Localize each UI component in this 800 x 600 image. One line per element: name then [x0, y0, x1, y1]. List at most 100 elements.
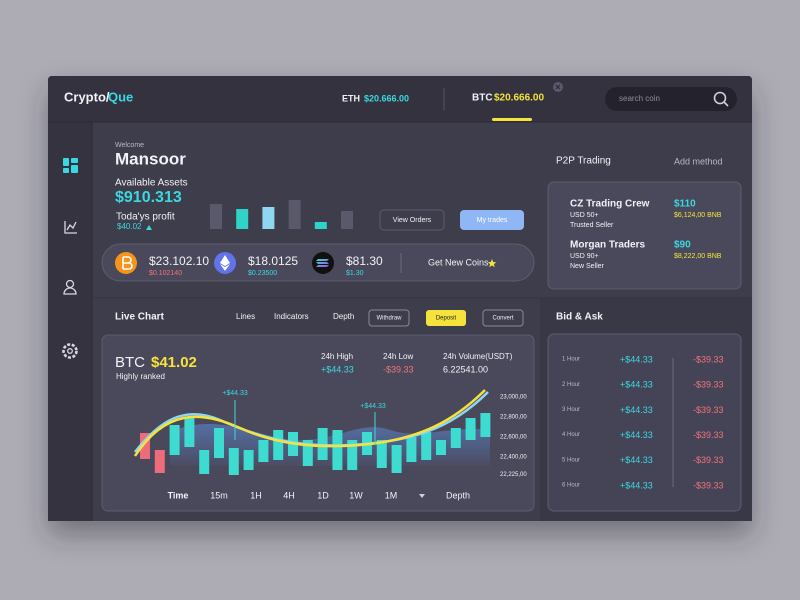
ticker-price: $20.666.00 — [364, 93, 409, 103]
nav-dashboard[interactable] — [63, 158, 78, 173]
button-label[interactable]: My trades — [477, 217, 508, 224]
user-name: Mansoor — [115, 149, 186, 168]
sidebar — [48, 122, 92, 521]
section-title: Live Chart — [115, 312, 165, 323]
bid-value: +$44.33 — [620, 480, 653, 490]
candle — [347, 440, 358, 470]
nav-charts[interactable] — [64, 221, 77, 234]
trader-tag: Trusted Seller — [570, 222, 614, 229]
stat-label: 24h Volume(USDT) — [443, 352, 513, 361]
timeframe[interactable]: 1W — [349, 490, 363, 500]
search-icon[interactable] — [713, 91, 729, 107]
chart-subtitle: Highly ranked — [116, 372, 165, 381]
trader-bnb: $8,222,00 BNB — [674, 253, 722, 260]
coin-change: $0.102140 — [149, 270, 182, 277]
ask-value: -$39.33 — [693, 480, 724, 490]
candle — [332, 430, 343, 470]
coin-change: $0.23500 — [248, 270, 277, 277]
my-trades-button[interactable] — [460, 210, 524, 230]
asset-bar — [341, 211, 353, 229]
coin-price: $18.0125 — [248, 254, 298, 268]
depth-link[interactable]: Depth — [446, 490, 470, 500]
stat-label: 24h Low — [383, 352, 413, 361]
section-title: P2P Trading — [556, 156, 611, 167]
asset-bar — [314, 222, 327, 229]
annotation: +$44.33 — [360, 403, 386, 410]
close-ticker[interactable] — [553, 82, 563, 92]
greeting: Welcome — [115, 142, 144, 149]
row-label: 1 Hour — [562, 357, 580, 363]
deposit-button[interactable] — [426, 310, 466, 326]
logo-text: Crypto/ — [64, 89, 110, 104]
ask-value: -$39.33 — [693, 380, 724, 390]
candle — [450, 428, 461, 448]
trader-price: $110 — [674, 199, 696, 210]
view-orders-button[interactable] — [379, 209, 445, 231]
timeframe[interactable]: 1D — [317, 490, 329, 500]
trader-name: CZ Trading Crew — [570, 199, 650, 210]
chart-panel — [101, 334, 535, 512]
button-label[interactable]: View Orders — [393, 217, 432, 224]
trader-tag: New Seller — [570, 263, 605, 270]
ticker-symbol: BTC — [472, 93, 493, 104]
y-tick-label: 23,000,00 — [500, 395, 527, 401]
coin-change: $1.30 — [346, 270, 364, 277]
coin-price: $81.30 — [346, 254, 383, 268]
candle — [302, 440, 313, 466]
timeframe-dropdown[interactable] — [419, 494, 425, 498]
stat-value: 6.22541.00 — [443, 364, 488, 374]
profit-up-icon — [146, 225, 152, 230]
candle — [214, 428, 224, 458]
timeframe[interactable]: 4H — [283, 490, 295, 500]
bid-value: +$44.33 — [620, 405, 653, 415]
top-bar — [48, 76, 752, 122]
candle — [376, 440, 387, 468]
bid-value: +$44.33 — [620, 430, 653, 440]
trader-name: Morgan Traders — [570, 240, 645, 251]
bid-value: +$44.33 — [620, 380, 653, 390]
timeframe[interactable]: 15m — [210, 490, 228, 500]
chart-tab[interactable]: Lines — [236, 312, 255, 321]
add-method[interactable]: Add method — [674, 156, 723, 166]
candle — [391, 445, 402, 473]
y-tick-label: 22,800,00 — [500, 415, 527, 421]
bid-value: +$44.33 — [620, 354, 653, 364]
candle — [169, 425, 180, 455]
p2p-panel — [547, 181, 742, 290]
candle — [228, 448, 239, 475]
eth-icon — [214, 252, 236, 274]
convert-button[interactable] — [482, 309, 524, 327]
chart-symbol: BTC — [115, 354, 145, 371]
timeframe[interactable]: 1M — [385, 490, 398, 500]
search-placeholder[interactable]: search coin — [619, 94, 660, 103]
chart-tab[interactable]: Indicators — [274, 312, 309, 321]
y-tick-label: 22,600,00 — [500, 435, 527, 441]
ask-value: -$39.33 — [693, 455, 724, 465]
candle — [406, 437, 417, 462]
stat-label: 24h High — [321, 352, 353, 361]
chart-price: $41.02 — [151, 354, 197, 371]
withdraw-button[interactable] — [368, 309, 410, 327]
stat-value: -$39.33 — [383, 364, 414, 374]
nav-settings[interactable] — [62, 343, 78, 359]
candle — [480, 413, 491, 437]
get-new-coins[interactable]: Get New Coins — [428, 257, 489, 267]
action-label[interactable]: Withdraw — [376, 316, 402, 322]
action-label[interactable]: Convert — [492, 316, 513, 322]
assets-value: $910.313 — [115, 189, 182, 206]
candle — [140, 433, 150, 459]
candle — [421, 432, 432, 460]
candle — [154, 450, 165, 473]
chart-tab[interactable]: Depth — [333, 312, 354, 321]
y-tick-label: 22,225,00 — [500, 472, 527, 478]
nav-profile[interactable] — [63, 279, 77, 295]
search-box[interactable] — [605, 87, 737, 111]
candle — [436, 440, 446, 455]
asset-bar — [210, 204, 222, 229]
asset-bar — [288, 200, 301, 229]
action-label[interactable]: Deposit — [436, 316, 457, 322]
ask-value: -$39.33 — [693, 354, 724, 364]
timeframe[interactable]: 1H — [250, 490, 262, 500]
timeframe[interactable]: Time — [168, 490, 189, 500]
